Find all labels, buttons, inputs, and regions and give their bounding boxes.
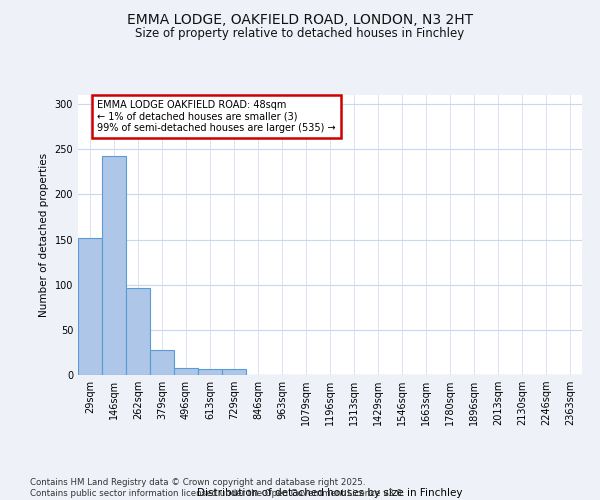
Text: Contains HM Land Registry data © Crown copyright and database right 2025.
Contai: Contains HM Land Registry data © Crown c…	[30, 478, 404, 498]
Text: Size of property relative to detached houses in Finchley: Size of property relative to detached ho…	[136, 28, 464, 40]
Text: EMMA LODGE, OAKFIELD ROAD, LONDON, N3 2HT: EMMA LODGE, OAKFIELD ROAD, LONDON, N3 2H…	[127, 12, 473, 26]
Y-axis label: Number of detached properties: Number of detached properties	[39, 153, 49, 317]
X-axis label: Distribution of detached houses by size in Finchley: Distribution of detached houses by size …	[197, 488, 463, 498]
Bar	[78, 238, 102, 375]
Bar	[222, 368, 246, 375]
Bar	[174, 368, 198, 375]
Text: EMMA LODGE OAKFIELD ROAD: 48sqm
← 1% of detached houses are smaller (3)
99% of s: EMMA LODGE OAKFIELD ROAD: 48sqm ← 1% of …	[97, 100, 336, 132]
Bar	[150, 350, 174, 375]
Bar	[198, 368, 222, 375]
Bar	[102, 156, 126, 375]
Bar	[126, 288, 150, 375]
